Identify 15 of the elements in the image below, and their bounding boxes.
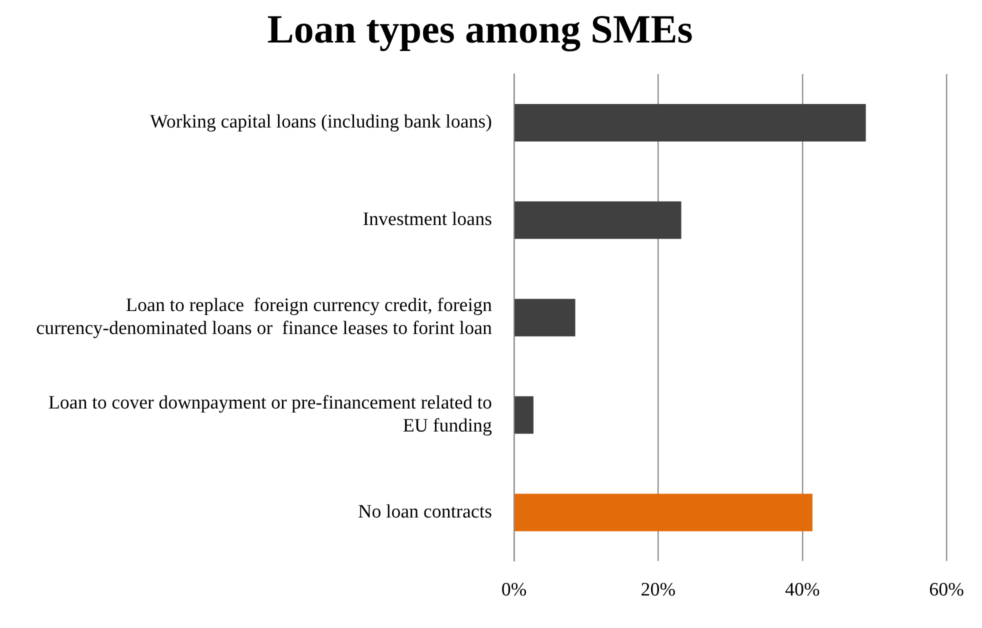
bar bbox=[514, 494, 812, 532]
x-tick-label: 60% bbox=[929, 580, 964, 601]
x-tick-label: 0% bbox=[501, 580, 527, 601]
y-tick-label: Loan to cover downpayment or pre-financement related to EU funding bbox=[48, 392, 492, 436]
bar bbox=[514, 104, 866, 142]
bar bbox=[514, 396, 534, 434]
x-tick-label: 40% bbox=[784, 580, 820, 601]
y-tick-label: Working capital loans (including bank loans) bbox=[150, 112, 492, 133]
bar bbox=[514, 201, 682, 239]
y-tick-label: Loan to replace foreign currency credit, foreign currency-denominated loans or finance leases to forint loan bbox=[36, 295, 492, 339]
chart-title: Loan types among SMEs bbox=[267, 6, 693, 52]
y-tick-label: No loan contracts bbox=[358, 501, 492, 522]
y-tick-label: Investment loans bbox=[362, 209, 492, 230]
x-tick-label: 20% bbox=[640, 580, 676, 601]
bar bbox=[514, 298, 576, 336]
